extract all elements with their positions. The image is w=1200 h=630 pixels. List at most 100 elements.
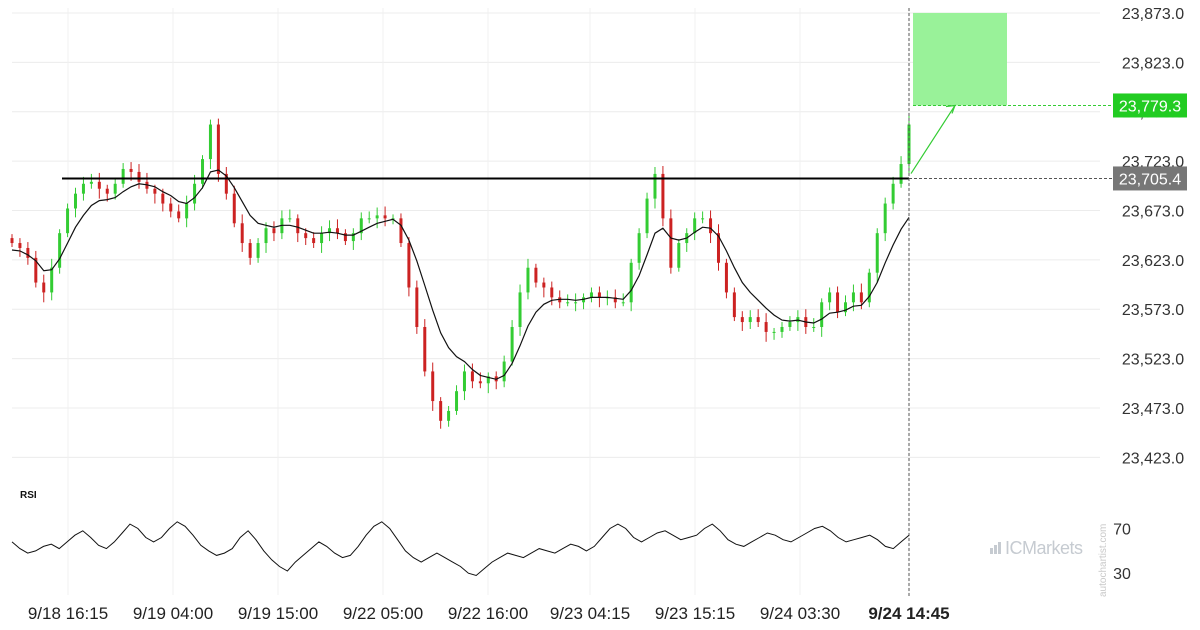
candle — [50, 258, 54, 301]
candle-body — [550, 287, 554, 298]
y-axis-ticks: 23,873.023,823.023,773.023,723.023,673.0… — [1122, 6, 1184, 467]
logo-text: ICMarkets — [1005, 538, 1083, 558]
candle-body — [478, 381, 482, 384]
x-tick-label: 9/19 04:00 — [133, 604, 213, 623]
candle-body — [574, 302, 578, 304]
candle — [812, 318, 816, 332]
candle — [335, 219, 339, 240]
candle — [296, 214, 300, 243]
rsi-axis-ticks: 70 30 — [1113, 522, 1131, 584]
candle-body — [669, 218, 673, 268]
candle-body — [89, 181, 93, 184]
candle — [328, 220, 332, 242]
candle — [518, 284, 522, 336]
candle — [407, 237, 411, 297]
candle — [756, 309, 760, 327]
candle-body — [526, 267, 530, 293]
candle-body — [335, 228, 339, 234]
candle-body — [629, 262, 633, 303]
candle — [304, 228, 308, 246]
candle — [716, 224, 720, 271]
candle — [185, 195, 189, 228]
current-price-tag-text: 23,705.4 — [1119, 171, 1181, 188]
candle-body — [566, 302, 570, 304]
candle-body — [732, 292, 736, 318]
candle — [510, 320, 514, 366]
candle-body — [764, 322, 768, 332]
candle-body — [677, 243, 681, 268]
candle — [574, 293, 578, 312]
candle — [899, 156, 903, 188]
candle-body — [780, 326, 784, 332]
candle-body — [34, 257, 38, 283]
candle-body — [875, 233, 879, 273]
candle-body — [740, 317, 744, 323]
candle-body — [701, 218, 705, 220]
candle-body — [351, 233, 355, 242]
candle — [383, 206, 387, 227]
candle — [201, 155, 205, 189]
candle-body — [399, 218, 403, 244]
grid — [12, 8, 1100, 595]
y-tick-label: 23,473.0 — [1122, 401, 1184, 418]
candle — [224, 167, 228, 200]
candle — [248, 239, 252, 265]
candle-body — [18, 243, 22, 248]
candle — [161, 188, 165, 212]
candle — [367, 211, 371, 224]
candle — [351, 228, 355, 250]
y-tick-label: 23,423.0 — [1122, 450, 1184, 467]
candle-body — [518, 292, 522, 327]
candle — [58, 229, 62, 274]
candle-body — [613, 297, 617, 303]
candle-body — [161, 193, 165, 204]
candle-body — [201, 159, 205, 184]
candle-body — [693, 218, 697, 234]
candle-body — [407, 243, 411, 288]
candle — [240, 214, 244, 252]
candle-body — [359, 218, 363, 234]
candle — [891, 176, 895, 210]
candle — [415, 280, 419, 334]
candle-body — [224, 173, 228, 194]
candle — [470, 363, 474, 389]
candle — [42, 274, 46, 303]
candle-body — [709, 218, 713, 234]
candle-body — [534, 267, 538, 283]
x-tick-label: 9/24 03:30 — [760, 604, 840, 623]
candle-body — [129, 168, 133, 172]
candle-body — [415, 287, 419, 327]
candle-body — [256, 243, 260, 258]
candle — [764, 313, 768, 342]
candle — [669, 209, 673, 274]
candle — [423, 319, 427, 377]
candle-body — [367, 218, 371, 220]
candle-body — [788, 322, 792, 327]
candle — [828, 287, 832, 311]
y-tick-label: 23,823.0 — [1122, 55, 1184, 72]
candle — [534, 263, 538, 288]
candle — [26, 242, 30, 265]
candle-body — [748, 317, 752, 323]
candle — [66, 203, 70, 238]
candle — [748, 310, 752, 329]
candle-body — [653, 173, 657, 199]
candle — [121, 163, 125, 188]
candle — [550, 281, 554, 306]
candle — [788, 316, 792, 331]
candle — [772, 327, 776, 340]
candle — [193, 174, 197, 211]
candle — [502, 355, 506, 388]
candle-body — [153, 188, 157, 194]
candle-body — [105, 188, 109, 194]
candle — [153, 184, 157, 204]
candle — [177, 204, 181, 223]
candle-body — [320, 233, 324, 244]
candle — [288, 209, 292, 223]
candle — [843, 295, 847, 317]
candle-body — [137, 171, 141, 182]
candle-body — [97, 181, 101, 189]
candle — [34, 250, 38, 288]
candle — [653, 167, 657, 209]
x-tick-label: 9/19 15:00 — [238, 604, 318, 623]
